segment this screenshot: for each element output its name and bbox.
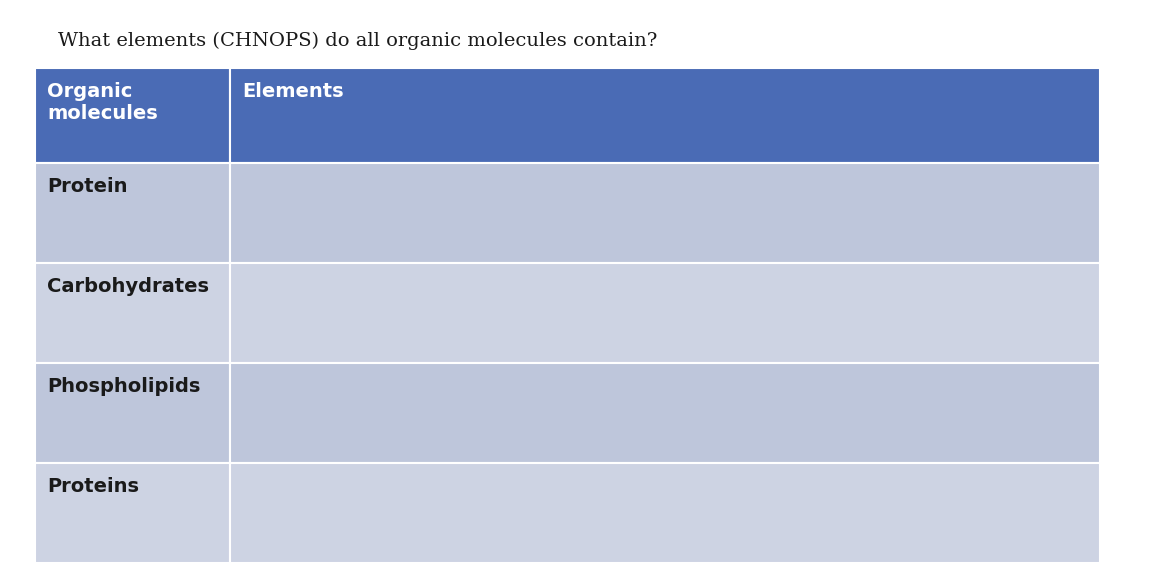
Bar (35, 263, 230, 363)
Text: Proteins: Proteins (47, 477, 139, 496)
Text: Protein: Protein (47, 177, 127, 196)
Bar (35, 463, 230, 563)
Bar (230, 363, 1101, 463)
Bar (230, 463, 1101, 563)
Bar (230, 68, 1101, 163)
Bar (35, 68, 230, 163)
Text: Organic
molecules: Organic molecules (47, 82, 157, 123)
Bar (230, 163, 1101, 263)
Text: Phospholipids: Phospholipids (47, 377, 200, 396)
Bar (35, 163, 230, 263)
Bar (230, 263, 1101, 363)
Bar (35, 363, 230, 463)
Text: What elements (CHNOPS) do all organic molecules contain?: What elements (CHNOPS) do all organic mo… (58, 32, 658, 50)
Text: Elements: Elements (242, 82, 343, 101)
Text: Carbohydrates: Carbohydrates (47, 277, 209, 296)
